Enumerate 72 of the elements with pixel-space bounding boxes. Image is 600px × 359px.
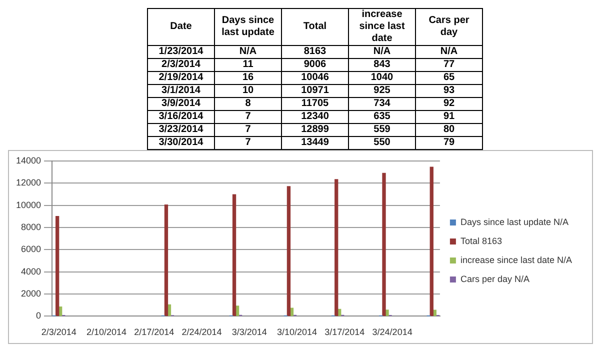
text: 3/9/2014 xyxy=(148,98,214,110)
text: 10971 xyxy=(282,84,348,98)
y-tick-label: 4000 xyxy=(20,266,42,276)
bar xyxy=(286,186,291,316)
text: 91 xyxy=(416,110,482,124)
y-tick-label: 10000 xyxy=(16,200,42,210)
text: 13449 xyxy=(282,136,348,150)
text: 3/1/2014 xyxy=(148,84,214,98)
text: 65 xyxy=(416,72,482,84)
text: 77 xyxy=(416,58,482,72)
text: 3/30/2014 xyxy=(148,136,214,150)
legend-label: increase since last date N/A xyxy=(460,254,572,265)
text: 7 xyxy=(214,136,282,150)
text: 11705 xyxy=(282,98,348,110)
legend-label: Total 8163 xyxy=(460,236,502,246)
bar xyxy=(334,179,338,316)
text: 843 xyxy=(348,58,416,72)
text: 92 xyxy=(416,98,482,110)
category-label: Date xyxy=(148,8,214,46)
x-tick-label: 2/17/2014 xyxy=(134,327,174,338)
x-tick-label: 2/24/2014 xyxy=(182,327,222,338)
text: 925 xyxy=(348,84,416,98)
text: 10 xyxy=(214,84,282,98)
text: 1/23/2014 xyxy=(148,46,214,58)
y-tick-label: 12000 xyxy=(16,178,42,188)
text: 635 xyxy=(348,110,416,124)
text: 550 xyxy=(348,136,416,150)
text: 8163 xyxy=(282,46,348,58)
text: 8 xyxy=(214,98,282,110)
text: 559 xyxy=(348,124,416,136)
y-tick-label: 0 xyxy=(36,310,42,321)
category-label: Total xyxy=(282,8,348,46)
text: N/A xyxy=(416,46,482,58)
x-tick-label: 3/17/2014 xyxy=(324,327,365,338)
y-tick-label: 6000 xyxy=(20,244,42,254)
y-tick-label: 8000 xyxy=(20,222,42,232)
x-tick-label: 2/3/2014 xyxy=(41,327,76,338)
bar xyxy=(382,172,386,316)
text: N/A xyxy=(348,46,416,58)
text: 12340 xyxy=(282,110,348,124)
text: 7 xyxy=(214,124,282,136)
text: 7 xyxy=(214,110,282,124)
text: 2/3/2014 xyxy=(148,58,214,72)
bar xyxy=(430,166,434,316)
bar xyxy=(232,194,236,316)
bar xyxy=(164,204,168,316)
text: 3/16/2014 xyxy=(148,110,214,124)
y-tick-label: 2000 xyxy=(20,288,42,299)
text: 12899 xyxy=(282,124,348,136)
text: N/A xyxy=(214,46,282,58)
text: 16 xyxy=(214,72,282,84)
text: 734 xyxy=(348,98,416,110)
x-tick-label: 3/3/2014 xyxy=(232,327,267,338)
x-tick-label: 3/24/2014 xyxy=(372,327,412,338)
text: 2/19/2014 xyxy=(148,72,214,84)
text: 9006 xyxy=(282,58,348,72)
text: 3/23/2014 xyxy=(148,124,214,136)
text: 80 xyxy=(416,124,482,136)
category-label: Days since last update xyxy=(214,8,282,46)
category-label: increase since last date xyxy=(348,8,416,46)
x-tick-label: 2/10/2014 xyxy=(86,327,126,338)
text: 79 xyxy=(416,136,482,150)
text: 93 xyxy=(416,84,482,98)
x-tick-label: 3/10/2014 xyxy=(277,327,318,338)
bar xyxy=(56,216,60,316)
category-label: Cars per day xyxy=(416,8,482,46)
text: 1040 xyxy=(348,72,416,84)
legend-label: Days since last update N/A xyxy=(460,216,569,227)
legend-label: Cars per day N/A xyxy=(460,274,530,284)
text: 10046 xyxy=(282,72,348,84)
y-tick-label: 14000 xyxy=(16,155,42,166)
text: 11 xyxy=(214,58,282,72)
